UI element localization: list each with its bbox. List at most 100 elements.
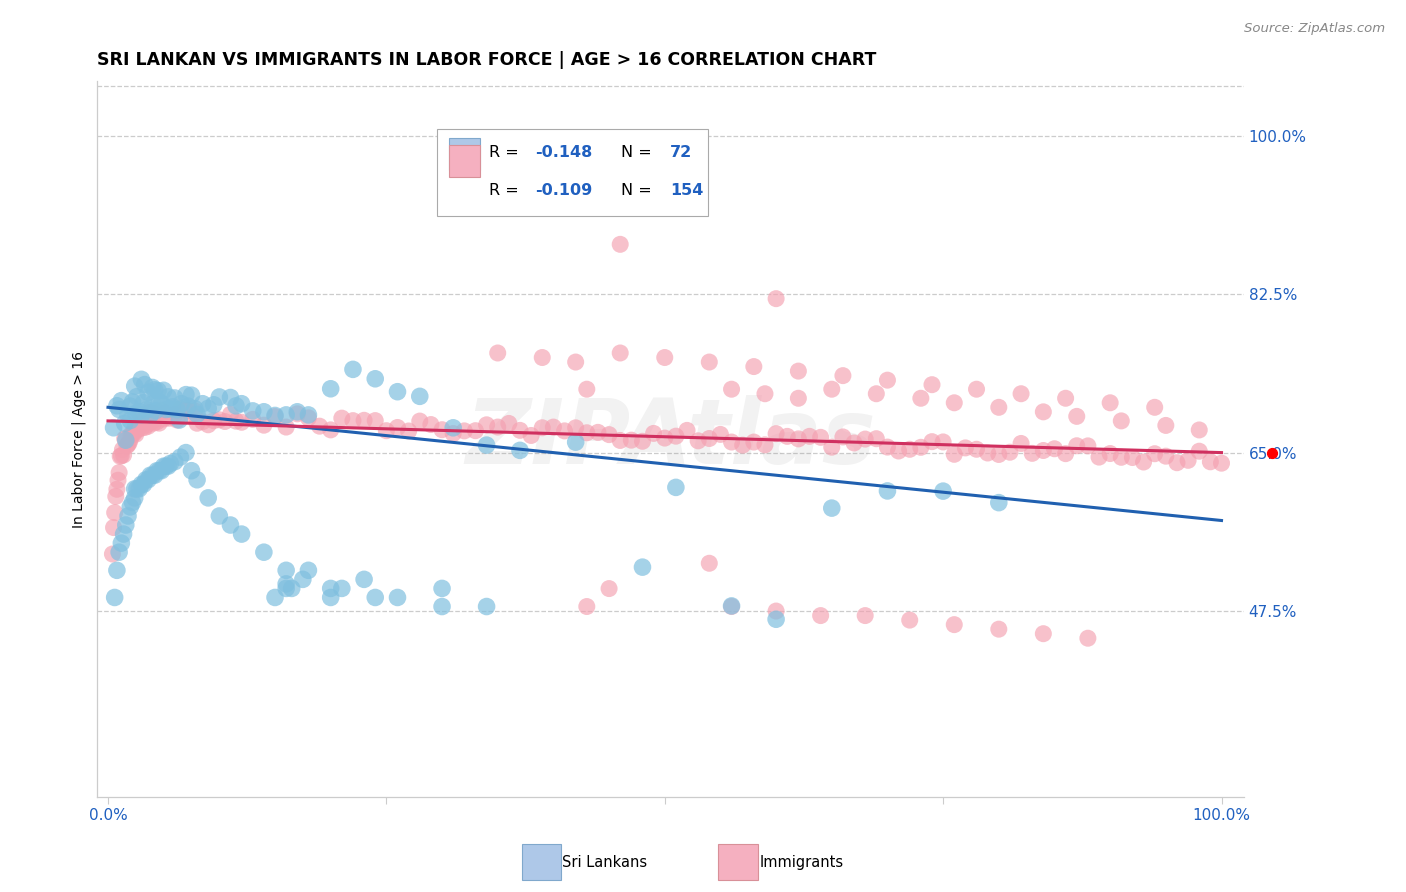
Point — [631, 434, 654, 449]
Point — [264, 409, 287, 423]
Point — [118, 435, 141, 450]
Point — [174, 403, 197, 417]
Point — [665, 480, 688, 494]
Point — [180, 408, 202, 422]
FancyBboxPatch shape — [437, 129, 709, 216]
Point — [1166, 456, 1188, 470]
Point — [110, 393, 132, 408]
Point — [146, 384, 169, 398]
Point — [242, 404, 264, 418]
Point — [197, 417, 219, 432]
Point — [131, 416, 153, 430]
Text: -0.148: -0.148 — [534, 145, 592, 161]
Point — [191, 397, 214, 411]
Point — [143, 383, 166, 397]
Point — [145, 403, 167, 417]
Point — [150, 464, 173, 478]
Point — [186, 416, 208, 430]
Point — [688, 434, 710, 448]
Y-axis label: In Labor Force | Age > 16: In Labor Force | Age > 16 — [72, 351, 86, 527]
Point — [110, 536, 132, 550]
Text: Immigrants: Immigrants — [759, 855, 844, 870]
Point — [114, 432, 136, 446]
Point — [810, 430, 832, 444]
Point — [166, 413, 188, 427]
Point — [509, 423, 531, 437]
Point — [787, 364, 810, 378]
Point — [150, 396, 173, 410]
Point — [1154, 418, 1177, 433]
Point — [742, 359, 765, 374]
Point — [498, 417, 520, 431]
Point — [720, 435, 742, 450]
Point — [697, 432, 720, 446]
Point — [976, 446, 998, 460]
Point — [364, 591, 387, 605]
Point — [150, 403, 173, 417]
Point — [125, 423, 148, 437]
Point — [114, 432, 136, 446]
Point — [157, 390, 180, 404]
Point — [225, 414, 247, 428]
Point — [132, 477, 155, 491]
Point — [120, 399, 142, 413]
Point — [148, 416, 170, 430]
Point — [197, 401, 219, 416]
Point — [543, 420, 565, 434]
Point — [1066, 409, 1088, 424]
Point — [1032, 405, 1054, 419]
Point — [120, 500, 142, 514]
Point — [184, 404, 207, 418]
Text: ZIPAtlas: ZIPAtlas — [465, 395, 876, 483]
Point — [1066, 439, 1088, 453]
Point — [876, 440, 898, 454]
Point — [319, 591, 342, 605]
Point — [114, 417, 136, 431]
Point — [821, 501, 844, 516]
Point — [107, 473, 129, 487]
Point — [108, 545, 131, 559]
Point — [509, 443, 531, 458]
Point — [125, 390, 148, 404]
Point — [131, 408, 153, 422]
Point — [108, 466, 131, 480]
Point — [697, 355, 720, 369]
Point — [127, 421, 149, 435]
Point — [129, 413, 152, 427]
Point — [375, 424, 398, 438]
Point — [108, 402, 131, 417]
Point — [342, 414, 364, 428]
Point — [131, 372, 153, 386]
Point — [865, 432, 887, 446]
Point — [987, 401, 1010, 415]
Point — [125, 482, 148, 496]
Point — [124, 491, 146, 505]
Point — [765, 426, 787, 441]
Point — [112, 527, 135, 541]
Point — [1099, 396, 1122, 410]
Point — [409, 414, 432, 428]
Text: N =: N = — [621, 145, 657, 161]
Point — [146, 415, 169, 429]
Point — [297, 410, 319, 425]
Point — [531, 421, 554, 435]
Point — [898, 442, 921, 457]
Point — [564, 435, 586, 450]
Point — [475, 417, 498, 432]
Point — [887, 444, 910, 458]
Point — [754, 438, 776, 452]
Point — [430, 423, 453, 437]
Point — [441, 421, 464, 435]
Point — [620, 433, 643, 447]
Point — [987, 622, 1010, 636]
Point — [155, 459, 177, 474]
Point — [163, 391, 186, 405]
FancyBboxPatch shape — [449, 137, 479, 170]
Point — [128, 404, 150, 418]
Point — [330, 582, 353, 596]
Point — [225, 399, 247, 413]
Point — [242, 412, 264, 426]
Point — [276, 408, 298, 422]
Point — [264, 591, 287, 605]
Point — [285, 407, 308, 421]
